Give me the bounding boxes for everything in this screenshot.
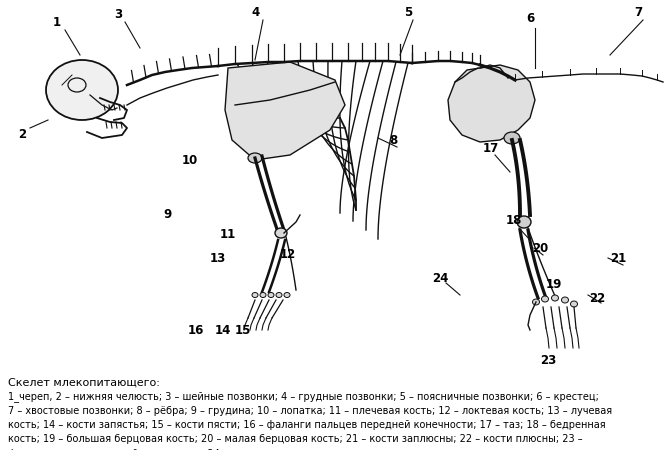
Ellipse shape [542, 296, 548, 302]
Text: 8: 8 [389, 134, 397, 147]
Text: Скелет млекопитающего:: Скелет млекопитающего: [8, 378, 160, 388]
Ellipse shape [284, 292, 290, 297]
Text: 1: 1 [53, 15, 61, 28]
Ellipse shape [252, 292, 258, 297]
Text: 10: 10 [182, 153, 198, 166]
Text: кость; 19 – большая берцовая кость; 20 – малая берцовая кость; 21 – кости заплюс: кость; 19 – большая берцовая кость; 20 –… [8, 435, 582, 445]
Text: 4: 4 [252, 5, 260, 18]
Ellipse shape [552, 295, 558, 301]
Text: 14: 14 [215, 324, 231, 337]
Text: фаланги пальцев задней конечности; 24 – коленная чашечка: фаланги пальцев задней конечности; 24 – … [8, 449, 327, 450]
Text: 7: 7 [634, 5, 642, 18]
Text: 17: 17 [483, 141, 499, 154]
Ellipse shape [46, 60, 118, 120]
Text: 5: 5 [404, 5, 412, 18]
Ellipse shape [268, 292, 274, 297]
Text: 11: 11 [220, 229, 236, 242]
Text: 23: 23 [540, 354, 556, 366]
Ellipse shape [570, 301, 578, 307]
Ellipse shape [260, 292, 266, 297]
Text: 16: 16 [188, 324, 204, 337]
Text: 19: 19 [546, 279, 562, 292]
Text: 6: 6 [526, 12, 534, 24]
Text: 7 – хвостовые позвонки; 8 – рёбра; 9 – грудина; 10 – лопатка; 11 – плечевая кост: 7 – хвостовые позвонки; 8 – рёбра; 9 – г… [8, 405, 612, 415]
Polygon shape [225, 62, 345, 160]
Ellipse shape [248, 153, 262, 163]
Ellipse shape [532, 299, 540, 305]
Text: 2: 2 [18, 129, 26, 141]
Ellipse shape [504, 132, 520, 144]
Text: 22: 22 [589, 292, 605, 305]
Ellipse shape [517, 216, 531, 228]
Ellipse shape [275, 228, 287, 238]
Polygon shape [448, 65, 535, 142]
Text: 13: 13 [210, 252, 226, 265]
Text: 3: 3 [114, 9, 122, 22]
Text: 1_череп, 2 – нижняя челюсть; 3 – шейные позвонки; 4 – грудные позвонки; 5 – пояс: 1_череп, 2 – нижняя челюсть; 3 – шейные … [8, 391, 599, 402]
Text: 24: 24 [432, 271, 448, 284]
Ellipse shape [276, 292, 282, 297]
Ellipse shape [562, 297, 568, 303]
Text: 20: 20 [532, 242, 548, 255]
Text: 21: 21 [610, 252, 626, 265]
Text: 9: 9 [164, 208, 172, 221]
Text: 12: 12 [280, 248, 296, 261]
Text: 15: 15 [235, 324, 251, 337]
Text: кость; 14 – кости запястья; 15 – кости пясти; 16 – фаланги пальцев передней коне: кость; 14 – кости запястья; 15 – кости п… [8, 420, 606, 430]
Text: 18: 18 [506, 213, 522, 226]
